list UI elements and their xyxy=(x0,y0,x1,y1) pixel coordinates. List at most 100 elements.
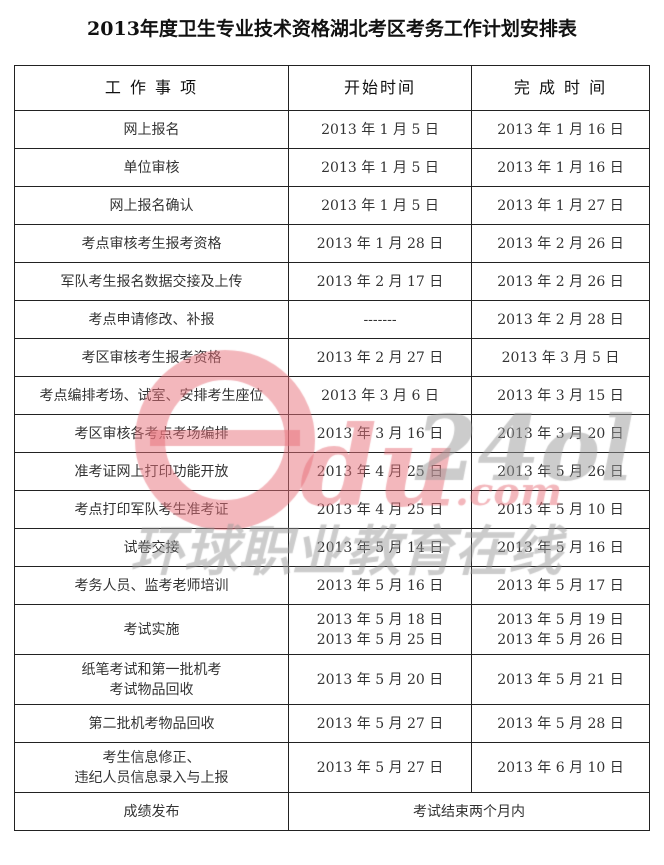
end-date: 2013 年 3 月 15 日 xyxy=(497,387,624,404)
task-text: 纸笔考试和第一批机考 考试物品回收 xyxy=(81,661,222,698)
start-cell: 2013 年 1 月 28 日 xyxy=(288,224,472,263)
task-text: 网上报名 xyxy=(123,121,180,138)
table-row: 网上报名 2013 年 1 月 5 日 2013 年 1 月 16 日 xyxy=(14,110,650,149)
table-row: 考点编排考场、试室、安排考生座位 2013 年 3 月 6 日 2013 年 3 月… xyxy=(14,376,650,415)
start-date: 2013 年 1 月 5 日 xyxy=(321,121,439,138)
end-cell: 2013 年 5 月 16 日 xyxy=(471,528,650,567)
task-cell: 考点编排考场、试室、安排考生座位 xyxy=(14,376,289,415)
start-cell: 2013 年 5 月 27 日 xyxy=(288,704,472,743)
task-cell: 考试实施 xyxy=(14,604,289,655)
page-title: 2013年度卫生专业技术资格湖北考区考务工作计划安排表 xyxy=(87,18,577,40)
start-date: 2013 年 5 月 16 日 xyxy=(316,577,444,594)
task-text: 考点审核考生报考资格 xyxy=(81,235,222,252)
task-cell: 考务人员、监考老师培训 xyxy=(14,566,289,605)
end-date: 2013 年 3 月 5 日 xyxy=(501,349,620,366)
end-cell: 2013 年 2 月 26 日 xyxy=(471,224,650,263)
task-cell: 考区审核考生报考资格 xyxy=(14,338,289,377)
end-cell: 2013 年 5 月 19 日 2013 年 5 月 26 日 xyxy=(471,604,650,655)
table-row: 纸笔考试和第一批机考 考试物品回收 2013 年 5 月 20 日 2013 年 5… xyxy=(14,654,650,705)
end-cell: 2013 年 3 月 20 日 xyxy=(471,414,650,453)
table-header-row: 工 作 事 项 开始时间 完 成 时 间 xyxy=(14,65,650,111)
start-date: 2013 年 5 月 18 日 xyxy=(316,611,444,628)
table-row: 考点打印军队考生准考证 2013 年 4 月 25 日 2013 年 5 月 10 … xyxy=(14,490,650,529)
task-text: 考点编排考场、试室、安排考生座位 xyxy=(39,387,264,404)
start-date: ------- xyxy=(363,311,397,328)
table-row: 单位审核 2013 年 1 月 5 日 2013 年 1 月 16 日 xyxy=(14,148,650,187)
end-cell: 2013 年 3 月 15 日 xyxy=(471,376,650,415)
task-text: 考点申请修改、补报 xyxy=(88,311,215,328)
task-cell: 网上报名 xyxy=(14,110,289,149)
end-date: 2013 年 3 月 20 日 xyxy=(497,425,624,442)
start-date: 2013 年 1 月 5 日 xyxy=(321,197,439,214)
end-date: 2013 年 5 月 21 日 xyxy=(497,671,624,688)
start-cell: 2013 年 2 月 27 日 xyxy=(288,338,472,377)
end-cell: 2013 年 2 月 28 日 xyxy=(471,300,650,339)
start-date: 2013 年 5 月 25 日 xyxy=(316,631,444,648)
task-text: 考点打印军队考生准考证 xyxy=(74,501,229,518)
end-date: 2013 年 2 月 26 日 xyxy=(497,235,624,252)
end-cell: 2013 年 5 月 28 日 xyxy=(471,704,650,743)
header-start: 开始时间 xyxy=(288,65,472,111)
end-date: 2013 年 6 月 10 日 xyxy=(497,759,624,776)
start-date: 2013 年 4 月 25 日 xyxy=(316,501,444,518)
start-cell: 2013 年 5 月 16 日 xyxy=(288,566,472,605)
table-row: 考点审核考生报考资格 2013 年 1 月 28 日 2013 年 2 月 26 日 xyxy=(14,224,650,263)
start-cell: 2013 年 1 月 5 日 xyxy=(288,148,472,187)
start-cell: ------- xyxy=(288,300,472,339)
end-cell: 2013 年 3 月 5 日 xyxy=(471,338,650,377)
end-date: 2013 年 5 月 17 日 xyxy=(497,577,624,594)
start-cell: 2013 年 5 月 27 日 xyxy=(288,742,472,793)
task-cell: 准考证网上打印功能开放 xyxy=(14,452,289,491)
end-cell: 2013 年 1 月 16 日 xyxy=(471,148,650,187)
task-text: 准考证网上打印功能开放 xyxy=(74,463,229,480)
end-date: 2013 年 5 月 16 日 xyxy=(497,539,624,556)
task-cell: 军队考生报名数据交接及上传 xyxy=(14,262,289,301)
start-date: 2013 年 1 月 5 日 xyxy=(321,159,439,176)
table-row: 试卷交接 2013 年 5 月 14 日 2013 年 5 月 16 日 xyxy=(14,528,650,567)
start-cell: 2013 年 5 月 14 日 xyxy=(288,528,472,567)
task-text: 考生信息修正、 违纪人员信息录入与上报 xyxy=(74,749,229,786)
header-end: 完 成 时 间 xyxy=(471,65,650,111)
end-date: 2013 年 1 月 16 日 xyxy=(497,121,624,138)
end-date: 2013 年 1 月 27 日 xyxy=(497,197,624,214)
task-text: 试卷交接 xyxy=(123,539,180,556)
table-row: 考区审核考生报考资格 2013 年 2 月 27 日 2013 年 3 月 5 日 xyxy=(14,338,650,377)
table-row: 考点申请修改、补报 ------- 2013 年 2 月 28 日 xyxy=(14,300,650,339)
start-date: 2013 年 5 月 20 日 xyxy=(316,671,444,688)
start-cell: 2013 年 5 月 20 日 xyxy=(288,654,472,705)
end-date: 2013 年 5 月 28 日 xyxy=(497,715,624,732)
start-date: 2013 年 2 月 27 日 xyxy=(316,349,444,366)
end-date: 2013 年 5 月 10 日 xyxy=(497,501,624,518)
start-cell: 2013 年 2 月 17 日 xyxy=(288,262,472,301)
start-date: 2013 年 1 月 28 日 xyxy=(316,235,444,252)
header-task: 工 作 事 项 xyxy=(14,65,289,111)
start-cell: 2013 年 4 月 25 日 xyxy=(288,452,472,491)
task-text: 考试实施 xyxy=(123,621,180,638)
start-date: 2013 年 3 月 16 日 xyxy=(316,425,444,442)
table-row: 考区审核各考点考场编排 2013 年 3 月 16 日 2013 年 3 月 20 … xyxy=(14,414,650,453)
table-row: 考试实施 2013 年 5 月 18 日 2013 年 5 月 25 日 2013 年… xyxy=(14,604,650,655)
task-cell: 单位审核 xyxy=(14,148,289,187)
task-cell: 网上报名确认 xyxy=(14,186,289,225)
end-cell: 2013 年 6 月 10 日 xyxy=(471,742,650,793)
task-cell: 考区审核各考点考场编排 xyxy=(14,414,289,453)
start-cell: 2013 年 5 月 18 日 2013 年 5 月 25 日 xyxy=(288,604,472,655)
end-date: 2013 年 2 月 28 日 xyxy=(497,311,624,328)
start-date: 2013 年 2 月 17 日 xyxy=(316,273,444,290)
start-date: 2013 年 4 月 25 日 xyxy=(316,463,444,480)
end-cell: 2013 年 1 月 16 日 xyxy=(471,110,650,149)
task-text: 考区审核考生报考资格 xyxy=(81,349,222,366)
start-cell: 2013 年 1 月 5 日 xyxy=(288,110,472,149)
end-date: 2013 年 5 月 19 日 xyxy=(497,611,624,628)
task-cell: 成绩发布 xyxy=(14,792,289,831)
task-cell: 第二批机考物品回收 xyxy=(14,704,289,743)
start-date: 2013 年 5 月 27 日 xyxy=(316,715,444,732)
start-date: 2013 年 3 月 6 日 xyxy=(321,387,439,404)
start-date: 2013 年 5 月 27 日 xyxy=(316,759,444,776)
table-row: 军队考生报名数据交接及上传 2013 年 2 月 17 日 2013 年 2 月 2… xyxy=(14,262,650,301)
start-cell: 2013 年 4 月 25 日 xyxy=(288,490,472,529)
end-cell: 2013 年 2 月 26 日 xyxy=(471,262,650,301)
task-cell: 考点打印军队考生准考证 xyxy=(14,490,289,529)
start-cell: 2013 年 1 月 5 日 xyxy=(288,186,472,225)
task-cell: 考点审核考生报考资格 xyxy=(14,224,289,263)
